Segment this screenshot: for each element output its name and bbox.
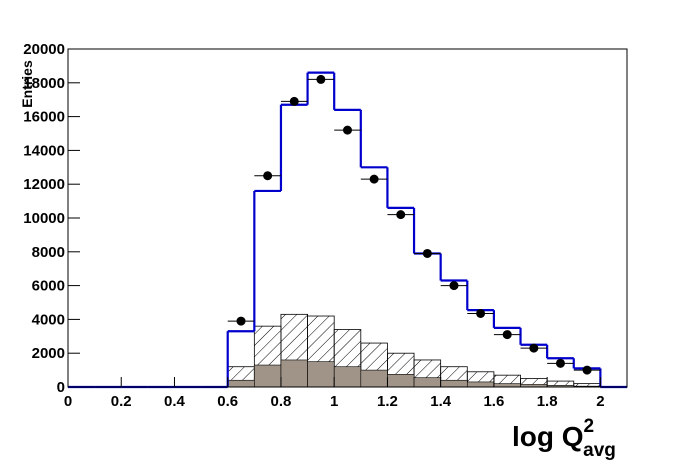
histogram-bin [227,379,255,388]
data-point [369,174,379,184]
x-axis-label: log Q2 avg [512,416,616,461]
histogram-bin [360,369,388,388]
histogram-bin [280,359,308,388]
x-tick-label: 1.8 [537,393,558,410]
data-point [582,365,592,375]
x-tick-label: 0.2 [111,393,132,410]
data-point [422,248,432,258]
y-axis-label: Entries [19,60,35,108]
x-axis-label-sup: 2 [584,416,595,437]
y-tick-label: 0 [57,379,65,396]
data-point [263,171,273,181]
histogram-bin [254,364,282,388]
histogram-bin [466,381,495,388]
data-point [529,343,539,353]
y-tick-label: 14000 [23,142,65,159]
data-point [289,96,299,106]
y-tick-label: 2000 [32,345,65,362]
x-tick-label: 0.4 [164,393,186,410]
y-tick-label: 6000 [32,278,65,295]
data-point [396,210,406,220]
x-tick-label: 1.6 [483,393,504,410]
y-tick-label: 4000 [32,311,65,328]
y-tick-label: 20000 [23,41,65,58]
data-point [476,308,486,318]
histogram-bin [333,366,362,388]
data-point [236,316,246,326]
x-tick-label: 0 [64,393,72,410]
x-tick-label: 1 [330,393,338,410]
histogram-bin [307,361,335,388]
plot-area [68,71,627,389]
x-tick-label: 0.6 [217,393,238,410]
x-tick-label: 1.4 [430,393,452,410]
x-axis-label-main: log Q [512,421,584,452]
data-point [343,125,352,135]
data-point [316,74,326,84]
y-tick-label: 12000 [23,176,65,193]
x-axis-label-sub: avg [583,440,616,461]
y-tick-label: 8000 [32,244,65,261]
y-tick-label: 18000 [23,75,65,92]
x-tick-label: 0.8 [271,393,292,410]
histogram-bin [493,383,521,388]
x-tick-label: 1.2 [377,393,398,410]
data-point [449,281,459,291]
y-tick-label: 16000 [23,109,65,126]
data-point [502,330,512,340]
histogram-bin [387,374,415,388]
histogram-bin [413,377,441,388]
data-point [555,358,565,368]
x-tick-label: 2 [596,393,604,410]
y-tick-label: 10000 [23,210,65,227]
histogram-bin [440,379,468,388]
